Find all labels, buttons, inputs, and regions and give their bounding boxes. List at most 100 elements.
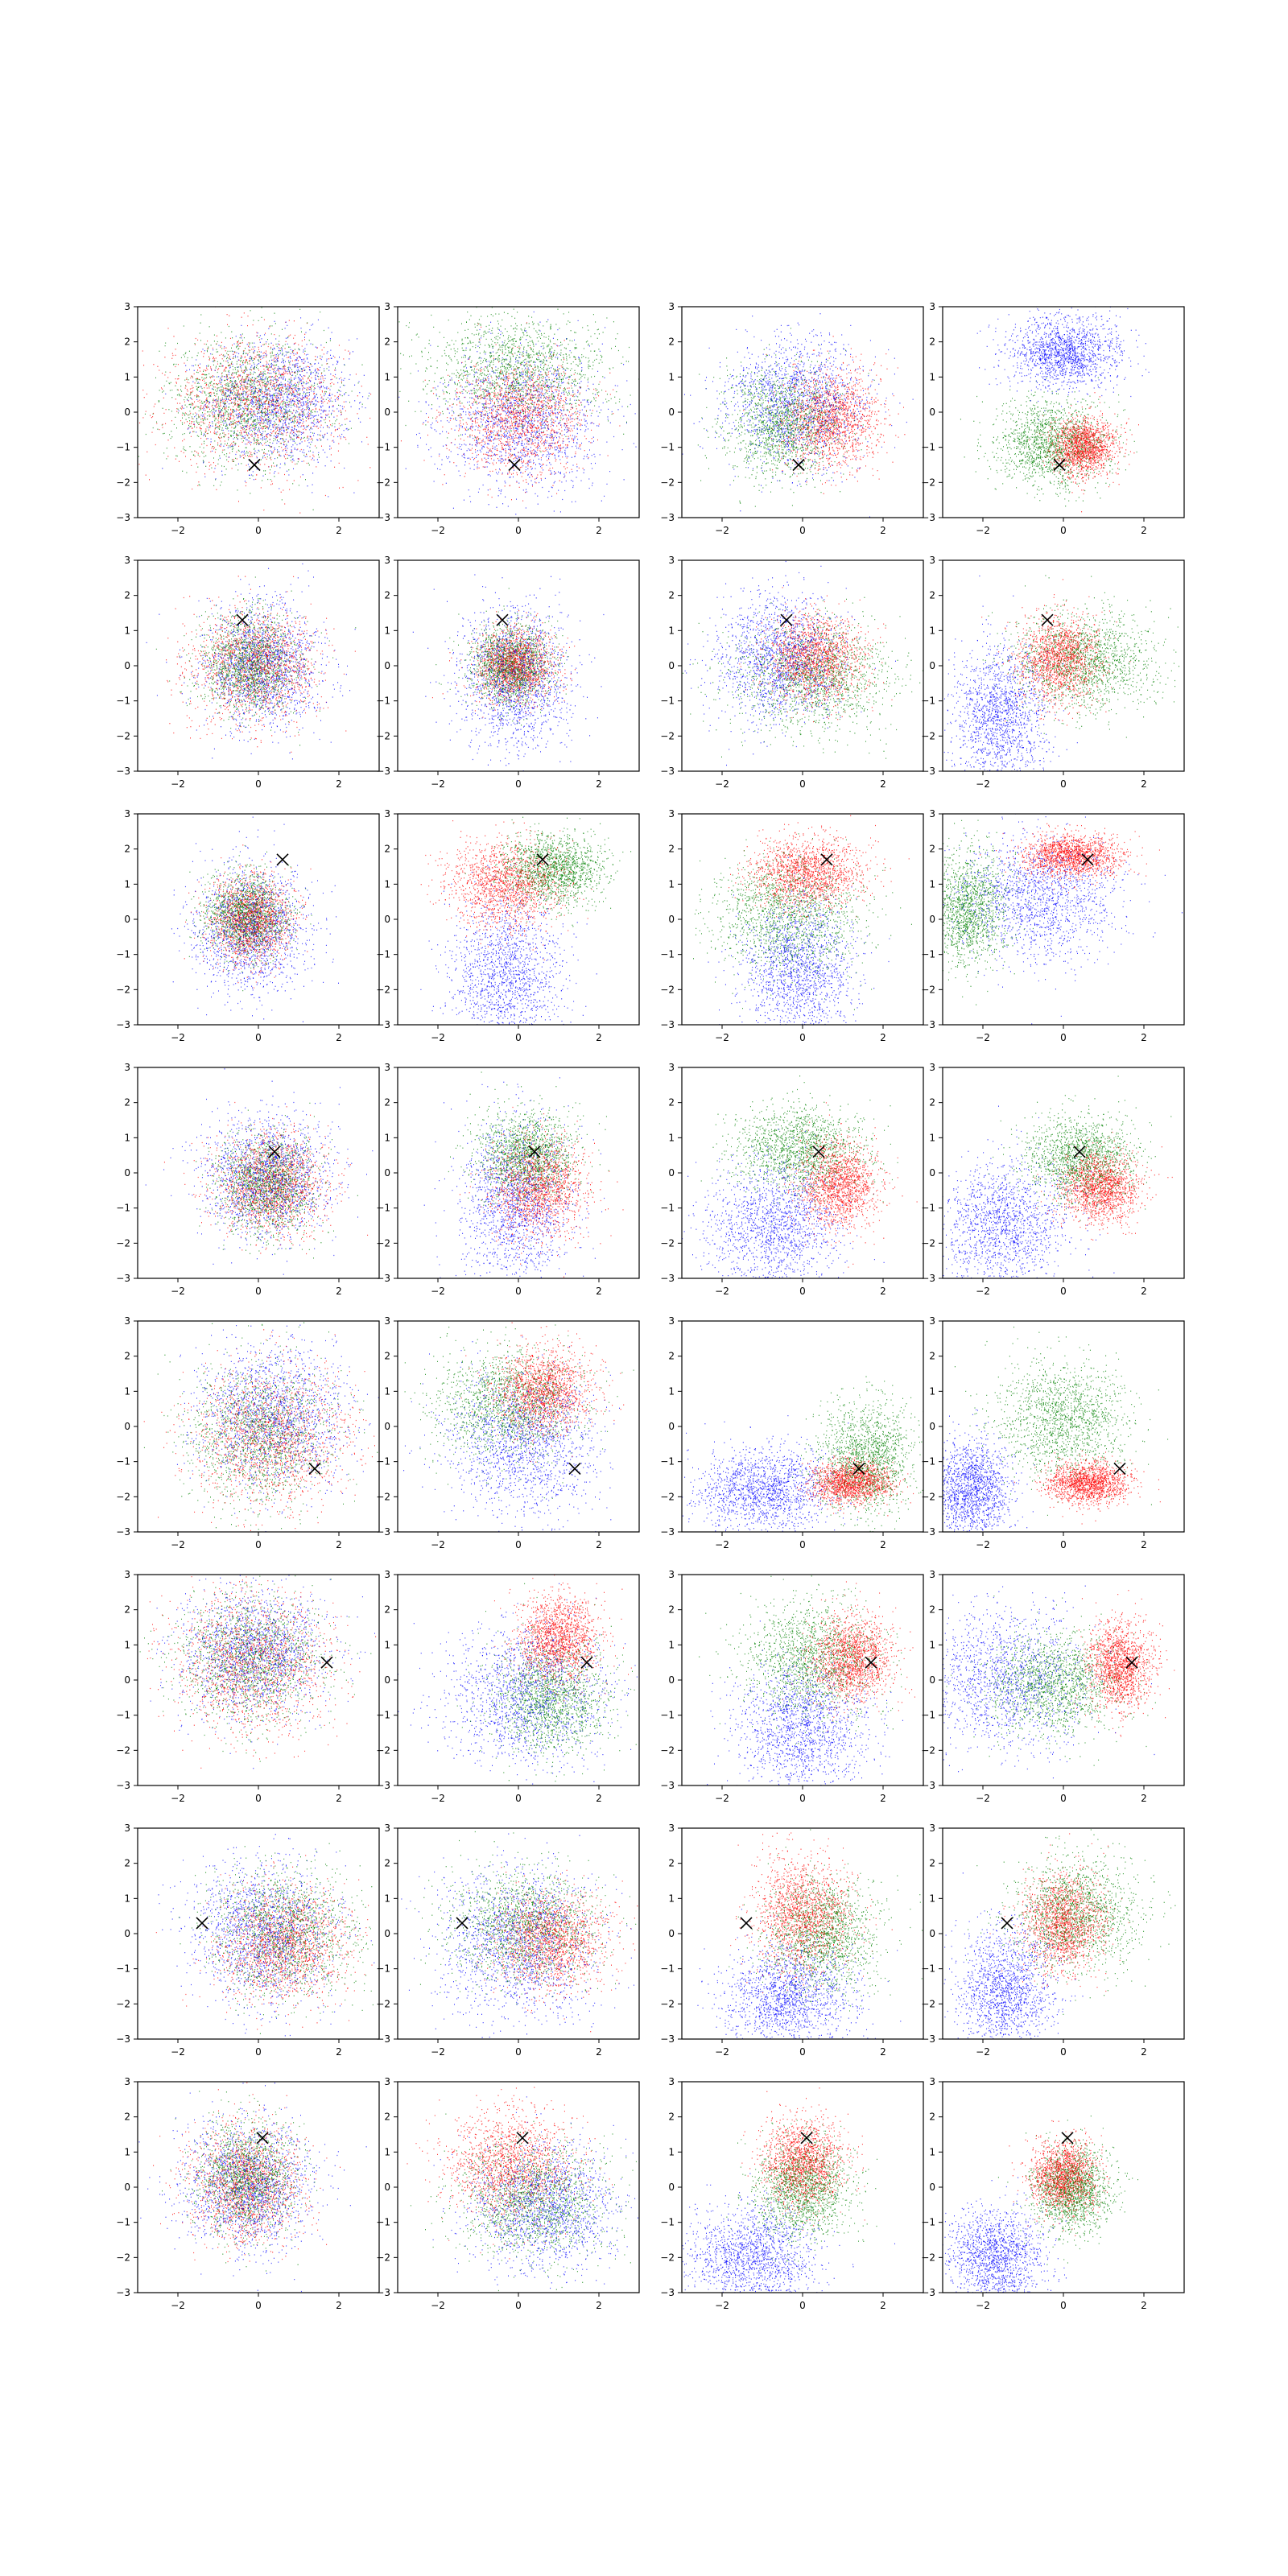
y-tick-label: 3 xyxy=(384,555,390,566)
y-tick-label: −3 xyxy=(921,2033,935,2045)
x-tick-label: 0 xyxy=(1060,1539,1067,1550)
axes-frame xyxy=(682,1321,923,1532)
series-red-points xyxy=(156,1876,359,2027)
series-green-points xyxy=(978,378,1121,501)
axes-frame xyxy=(138,1828,379,2039)
series-red-points xyxy=(136,1548,376,1773)
y-tick-label: −2 xyxy=(376,730,390,741)
y-tick-label: −2 xyxy=(376,1237,390,1249)
y-tick-label: −2 xyxy=(660,1998,675,2009)
y-tick-label: −2 xyxy=(921,477,935,488)
series-blue-points xyxy=(162,321,395,476)
series-blue-points xyxy=(926,1106,1100,1323)
series-red-points xyxy=(123,320,370,485)
x-tick-label: −2 xyxy=(715,778,729,790)
x-tick-label: 2 xyxy=(336,1286,342,1297)
series-red-points xyxy=(729,812,886,919)
series-red-points xyxy=(1013,2121,1100,2223)
point-cloud xyxy=(378,1568,667,1811)
x-tick-label: −2 xyxy=(171,1793,185,1804)
y-tick-label: 3 xyxy=(124,555,130,566)
y-tick-label: −1 xyxy=(116,949,130,960)
y-tick-label: 1 xyxy=(668,1893,675,1904)
series-green-points xyxy=(987,1796,1170,2014)
x-tick-label: 0 xyxy=(515,2300,522,2311)
x-marker xyxy=(1062,2132,1073,2144)
y-tick-label: −3 xyxy=(660,2287,675,2298)
y-tick-label: 3 xyxy=(124,1569,130,1580)
y-tick-label: −1 xyxy=(921,1710,935,1721)
series-red-points xyxy=(479,1870,635,2031)
y-tick-label: 0 xyxy=(929,407,935,418)
series-blue-points xyxy=(663,1441,845,1540)
series-blue-points xyxy=(660,1423,848,1556)
series-blue-points xyxy=(681,1933,869,2079)
y-tick-label: 3 xyxy=(124,1823,130,1834)
axes-frame xyxy=(398,2082,639,2293)
x-tick-label: 2 xyxy=(336,2046,342,2058)
x-tick-label: 0 xyxy=(255,1539,262,1550)
y-tick-label: −3 xyxy=(660,1019,675,1030)
y-tick-label: 2 xyxy=(124,1097,130,1108)
axes-frame xyxy=(398,1321,639,1532)
point-cloud xyxy=(420,817,631,1105)
y-tick-label: −3 xyxy=(660,766,675,777)
series-green-points xyxy=(919,820,1034,1005)
y-tick-label: −1 xyxy=(660,949,675,960)
series-blue-points xyxy=(668,2191,853,2329)
y-tick-label: −2 xyxy=(921,1237,935,1249)
y-tick-label: 2 xyxy=(929,2112,935,2123)
y-tick-label: 2 xyxy=(124,2112,130,2123)
y-tick-label: −3 xyxy=(921,512,935,523)
series-green-points xyxy=(951,1612,1131,1749)
x-tick-label: 0 xyxy=(1060,2046,1067,2058)
series-blue-points xyxy=(907,802,1150,985)
x-tick-label: −2 xyxy=(431,2046,445,2058)
x-tick-label: 2 xyxy=(1141,2046,1147,2058)
y-tick-label: −1 xyxy=(116,1710,130,1721)
y-tick-label: −1 xyxy=(921,2217,935,2228)
series-green-points xyxy=(966,1830,1165,1986)
x-tick-label: −2 xyxy=(431,778,445,790)
axes-frame xyxy=(682,2082,923,2293)
series-red-points xyxy=(401,345,613,493)
series-blue-points xyxy=(987,299,1146,407)
series-blue-points xyxy=(947,596,1073,818)
series-blue-points xyxy=(666,2174,854,2326)
series-blue-points xyxy=(940,1921,1075,2072)
x-tick-label: 2 xyxy=(880,1286,886,1297)
series-blue-points xyxy=(945,1909,1075,2069)
series-green-points xyxy=(700,852,912,1009)
y-tick-label: 1 xyxy=(124,1132,130,1143)
series-red-points xyxy=(489,1880,638,1996)
x-tick-label: −2 xyxy=(171,525,185,536)
series-green-points xyxy=(481,1627,632,1775)
series-blue-points xyxy=(411,1600,638,1796)
y-tick-label: 3 xyxy=(384,301,390,312)
x-tick-label: −2 xyxy=(171,1032,185,1043)
axes-frame xyxy=(138,560,379,771)
y-tick-label: 0 xyxy=(929,1674,935,1686)
y-tick-label: 3 xyxy=(929,1569,935,1580)
y-tick-label: −1 xyxy=(116,1456,130,1468)
axes-frame xyxy=(138,2082,379,2293)
x-tick-label: 0 xyxy=(799,1793,806,1804)
y-tick-label: −1 xyxy=(116,696,130,707)
series-blue-points xyxy=(436,865,576,1087)
x-tick-label: −2 xyxy=(976,1539,990,1550)
x-tick-label: 0 xyxy=(1060,2300,1067,2311)
axes-frame xyxy=(398,560,639,771)
x-tick-label: −2 xyxy=(171,778,185,790)
series-blue-points xyxy=(718,878,866,1052)
series-blue-points xyxy=(729,1648,889,1814)
y-tick-label: 1 xyxy=(668,625,675,636)
x-tick-label: 0 xyxy=(1060,525,1067,536)
point-cloud xyxy=(923,2116,1138,2343)
point-cloud xyxy=(147,555,357,775)
y-tick-label: 2 xyxy=(668,1097,675,1108)
y-tick-label: −1 xyxy=(660,1963,675,1975)
